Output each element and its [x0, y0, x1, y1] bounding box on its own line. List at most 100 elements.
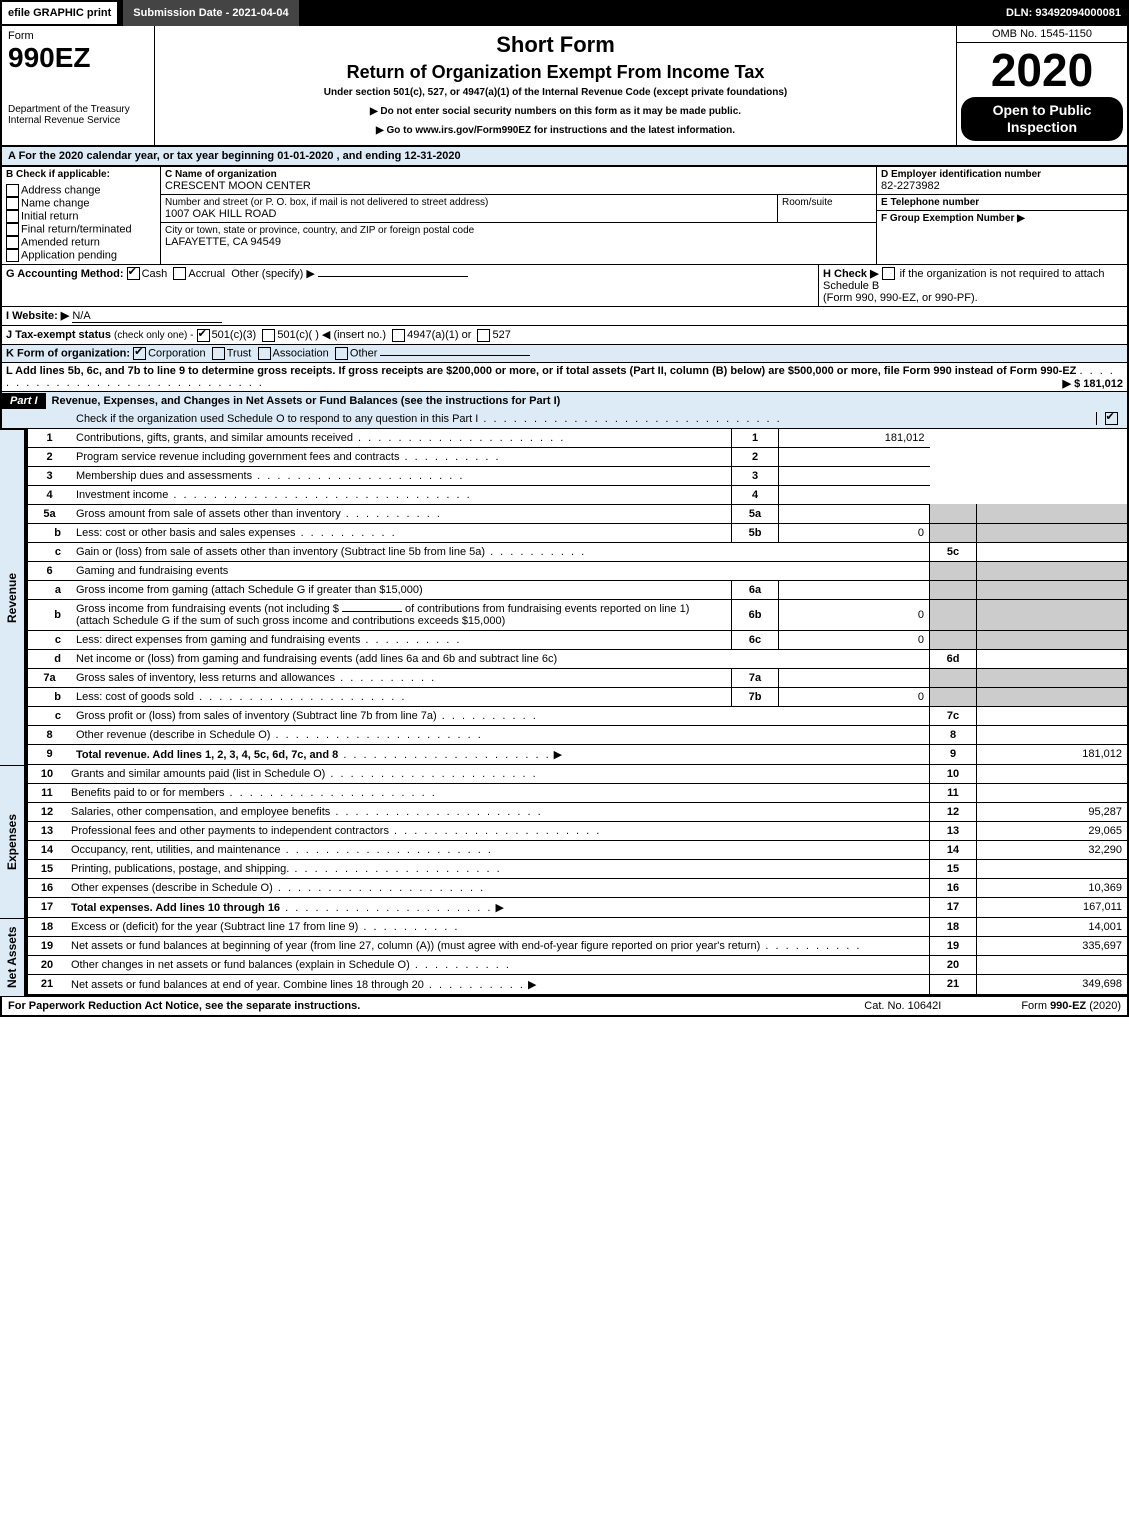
warning-line-1: ▶ Do not enter social security numbers o… [161, 106, 950, 117]
line-21: 21Net assets or fund balances at end of … [27, 974, 1128, 995]
line-15: 15Printing, publications, postage, and s… [27, 859, 1128, 878]
check-schedule-o[interactable] [1105, 412, 1118, 425]
check-501c3[interactable] [197, 329, 210, 342]
part-1-header: Part I Revenue, Expenses, and Changes in… [0, 392, 1129, 410]
revenue-tab: Revenue [0, 429, 26, 765]
line-16: 16Other expenses (describe in Schedule O… [27, 878, 1128, 897]
opt-501c3: 501(c)(3) [212, 329, 257, 341]
opt-name-change: Name change [21, 197, 90, 209]
section-b-label: B Check if applicable: [6, 169, 156, 180]
opt-initial-return: Initial return [21, 210, 78, 222]
line-4: 4Investment income4 [27, 485, 1128, 504]
check-501c[interactable] [262, 329, 275, 342]
section-h-label: H Check ▶ [823, 268, 879, 280]
check-name-change[interactable] [6, 197, 19, 210]
website-value: N/A [72, 310, 222, 323]
line-10: 10Grants and similar amounts paid (list … [27, 765, 1128, 784]
form-number: 990EZ [8, 42, 148, 74]
check-final-return[interactable] [6, 223, 19, 236]
line-6: 6Gaming and fundraising events [27, 561, 1128, 580]
entity-block: B Check if applicable: Address change Na… [0, 167, 1129, 265]
section-c-name-label: C Name of organization [165, 169, 872, 180]
expenses-tab: Expenses [0, 765, 26, 918]
line-20: 20Other changes in net assets or fund ba… [27, 955, 1128, 974]
check-app-pending[interactable] [6, 249, 19, 262]
part-1-sub: Check if the organization used Schedule … [70, 410, 1096, 428]
line-6a: aGross income from gaming (attach Schedu… [27, 580, 1128, 599]
line-14: 14Occupancy, rent, utilities, and mainte… [27, 840, 1128, 859]
opt-address-change: Address change [21, 184, 101, 196]
org-name: CRESCENT MOON CENTER [165, 180, 872, 192]
check-trust[interactable] [212, 347, 225, 360]
catalog-number: Cat. No. 10642I [864, 1000, 941, 1012]
netassets-table: 18Excess or (deficit) for the year (Subt… [26, 918, 1129, 996]
public-inspection-badge: Open to Public Inspection [961, 97, 1123, 141]
line-18: 18Excess or (deficit) for the year (Subt… [27, 918, 1128, 937]
submission-date: Submission Date - 2021-04-04 [123, 0, 298, 26]
check-address-change[interactable] [6, 184, 19, 197]
line-5a: 5aGross amount from sale of assets other… [27, 504, 1128, 523]
check-corp[interactable] [133, 347, 146, 360]
pra-notice: For Paperwork Reduction Act Notice, see … [8, 1000, 360, 1012]
opt-app-pending: Application pending [21, 249, 117, 261]
opt-501c: 501(c)( ) ◀ (insert no.) [277, 329, 386, 341]
line-19: 19Net assets or fund balances at beginni… [27, 936, 1128, 955]
opt-4947: 4947(a)(1) or [407, 329, 471, 341]
line-8: 8Other revenue (describe in Schedule O)8 [27, 725, 1128, 744]
opt-accrual: Accrual [188, 268, 225, 280]
line-7b: bLess: cost of goods sold7b0 [27, 687, 1128, 706]
line-7a: 7aGross sales of inventory, less returns… [27, 668, 1128, 687]
line-6c: cLess: direct expenses from gaming and f… [27, 630, 1128, 649]
section-k: K Form of organization: Corporation Trus… [0, 345, 1129, 363]
line-5c: cGain or (loss) from sale of assets othe… [27, 542, 1128, 561]
top-bar: efile GRAPHIC print Submission Date - 20… [0, 0, 1129, 26]
check-4947[interactable] [392, 329, 405, 342]
line-3: 3Membership dues and assessments3 [27, 466, 1128, 485]
section-g-h: G Accounting Method: Cash Accrual Other … [0, 265, 1129, 308]
revenue-section: Revenue 1Contributions, gifts, grants, a… [0, 429, 1129, 765]
line-6d: dNet income or (loss) from gaming and fu… [27, 649, 1128, 668]
form-label: Form [8, 30, 148, 42]
form-subtitle: Under section 501(c), 527, or 4947(a)(1)… [161, 87, 950, 98]
netassets-tab: Net Assets [0, 918, 26, 996]
opt-final-return: Final return/terminated [21, 223, 132, 235]
page-footer: For Paperwork Reduction Act Notice, see … [0, 996, 1129, 1017]
expenses-section: Expenses 10Grants and similar amounts pa… [0, 765, 1129, 918]
dln-number: DLN: 93492094000081 [998, 0, 1129, 26]
tax-year: 2020 [957, 43, 1127, 93]
line-17: 17Total expenses. Add lines 10 through 1… [27, 897, 1128, 917]
opt-other-org: Other [350, 347, 378, 359]
check-527[interactable] [477, 329, 490, 342]
revenue-table: 1Contributions, gifts, grants, and simil… [26, 429, 1129, 765]
check-accrual[interactable] [173, 267, 186, 280]
street-value: 1007 OAK HILL ROAD [165, 208, 773, 220]
check-initial-return[interactable] [6, 210, 19, 223]
check-cash[interactable] [127, 267, 140, 280]
city-label: City or town, state or province, country… [165, 225, 872, 236]
line-1: 1Contributions, gifts, grants, and simil… [27, 429, 1128, 448]
street-label: Number and street (or P. O. box, if mail… [165, 197, 773, 208]
form-number-footer: Form 990-EZ (2020) [1021, 1000, 1121, 1012]
ein-value: 82-2273982 [881, 180, 1123, 192]
check-other-org[interactable] [335, 347, 348, 360]
check-amended[interactable] [6, 236, 19, 249]
section-l-text: L Add lines 5b, 6c, and 7b to line 9 to … [6, 365, 1076, 377]
part-1-title: Revenue, Expenses, and Changes in Net As… [46, 392, 1127, 410]
h-text2: (Form 990, 990-EZ, or 990-PF). [823, 292, 978, 304]
opt-corp: Corporation [148, 347, 205, 359]
section-i-label: I Website: ▶ [6, 310, 69, 322]
section-g-label: G Accounting Method: [6, 268, 124, 280]
part-1-subheader: Check if the organization used Schedule … [0, 410, 1129, 429]
efile-label: efile GRAPHIC print [0, 0, 119, 26]
check-assoc[interactable] [258, 347, 271, 360]
j-note: (check only one) - [114, 330, 193, 341]
expenses-table: 10Grants and similar amounts paid (list … [26, 765, 1129, 918]
section-a-band: A For the 2020 calendar year, or tax yea… [0, 147, 1129, 167]
line-6b: bGross income from fundraising events (n… [27, 599, 1128, 630]
irs-label: Internal Revenue Service [8, 115, 148, 126]
check-h[interactable] [882, 267, 895, 280]
opt-assoc: Association [273, 347, 329, 359]
section-e-label: E Telephone number [881, 197, 1123, 208]
department-label: Department of the Treasury [8, 104, 148, 115]
opt-other-method: Other (specify) ▶ [231, 268, 315, 280]
